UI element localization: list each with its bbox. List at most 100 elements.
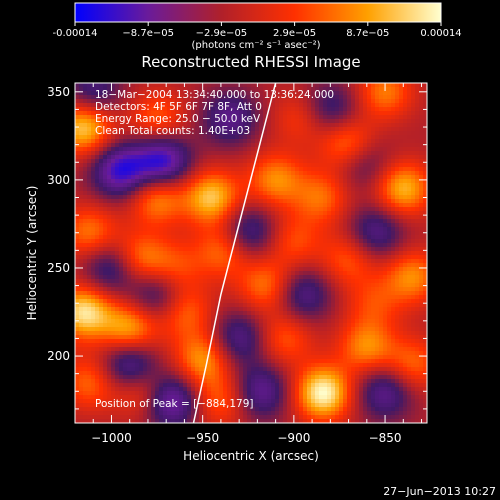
heatmap-cell <box>247 211 252 216</box>
heatmap-cell <box>175 187 180 192</box>
heatmap-cell <box>299 215 304 220</box>
heatmap-cell <box>155 243 160 248</box>
heatmap-cell <box>371 227 376 232</box>
heatmap-cell <box>231 111 236 116</box>
heatmap-cell <box>319 107 324 112</box>
heatmap-cell <box>99 259 104 264</box>
heatmap-cell <box>167 199 172 204</box>
heatmap-cell <box>231 123 236 128</box>
heatmap-cell <box>163 195 168 200</box>
heatmap-cell <box>115 179 120 184</box>
heatmap-cell <box>383 131 388 136</box>
heatmap-cell <box>179 143 184 148</box>
heatmap-cell <box>135 195 140 200</box>
heatmap-cell <box>423 179 427 184</box>
heatmap-cell <box>251 103 256 108</box>
heatmap-cell <box>163 135 168 140</box>
heatmap-cell <box>199 91 204 96</box>
heatmap-cell <box>247 139 252 144</box>
heatmap-cell <box>207 271 212 276</box>
heatmap-cell <box>347 207 352 212</box>
heatmap-cell <box>207 239 212 244</box>
heatmap-cell <box>95 259 100 264</box>
heatmap-cell <box>283 231 288 236</box>
heatmap-cell <box>235 239 240 244</box>
heatmap-cell <box>351 175 356 180</box>
heatmap-cell <box>403 191 408 196</box>
heatmap-cell <box>227 171 232 176</box>
heatmap-cell <box>363 171 368 176</box>
heatmap-cell <box>119 215 124 220</box>
heatmap-cell <box>295 87 300 92</box>
heatmap-cell <box>379 283 384 288</box>
heatmap-cell <box>391 187 396 192</box>
heatmap-cell <box>379 191 384 196</box>
heatmap-cell <box>139 211 144 216</box>
heatmap-cell <box>279 219 284 224</box>
heatmap-cell <box>143 247 148 252</box>
heatmap-cell <box>287 99 292 104</box>
heatmap-cell <box>347 163 352 168</box>
heatmap-cell <box>223 283 228 288</box>
heatmap-cell <box>87 151 92 156</box>
heatmap-cell <box>343 235 348 240</box>
heatmap-cell <box>335 115 340 120</box>
heatmap-cell <box>255 183 260 188</box>
heatmap-cell <box>179 215 184 220</box>
heatmap-cell <box>187 99 192 104</box>
heatmap-cell <box>215 215 220 220</box>
heatmap-cell <box>311 235 316 240</box>
heatmap-cell <box>419 207 424 212</box>
heatmap-cell <box>367 95 372 100</box>
heatmap-cell <box>319 243 324 248</box>
heatmap-cell <box>175 207 180 212</box>
heatmap-cell <box>283 199 288 204</box>
heatmap-cell <box>315 203 320 208</box>
heatmap-cell <box>391 239 396 244</box>
heatmap-cell <box>135 107 140 112</box>
heatmap-cell <box>299 195 304 200</box>
heatmap-cell <box>135 115 140 120</box>
heatmap-cell <box>83 167 88 172</box>
heatmap-cell <box>251 131 256 136</box>
heatmap-cell <box>275 295 280 300</box>
heatmap-cell <box>383 235 388 240</box>
heatmap-cell <box>79 279 84 284</box>
heatmap-cell <box>155 255 160 260</box>
heatmap-cell <box>139 123 144 128</box>
heatmap-cell <box>151 171 156 176</box>
heatmap-cell <box>203 111 208 116</box>
heatmap-cell <box>191 227 196 232</box>
heatmap-cell <box>227 107 232 112</box>
heatmap-cell <box>287 179 292 184</box>
heatmap-cell <box>279 231 284 236</box>
heatmap-cell <box>263 171 268 176</box>
heatmap-cell <box>359 147 364 152</box>
heatmap-cell <box>79 163 84 168</box>
heatmap-cell <box>351 227 356 232</box>
heatmap-cell <box>363 167 368 172</box>
heatmap-cell <box>283 215 288 220</box>
heatmap-cell <box>371 115 376 120</box>
heatmap-cell <box>175 83 180 88</box>
heatmap-cell <box>339 95 344 100</box>
heatmap-cell <box>355 171 360 176</box>
heatmap-cell <box>407 183 412 188</box>
heatmap-cell <box>379 195 384 200</box>
heatmap-cell <box>203 127 208 132</box>
heatmap-cell <box>127 115 132 120</box>
heatmap-cell <box>91 247 96 252</box>
heatmap-cell <box>259 119 264 124</box>
heatmap-cell <box>355 131 360 136</box>
heatmap-cell <box>175 131 180 136</box>
heatmap-cell <box>375 251 380 256</box>
heatmap-cell <box>95 187 100 192</box>
heatmap-cell <box>371 211 376 216</box>
heatmap-cell <box>235 131 240 136</box>
heatmap-cell <box>327 271 332 276</box>
heatmap-cell <box>263 183 268 188</box>
heatmap-cell <box>199 179 204 184</box>
heatmap-cell <box>219 127 224 132</box>
heatmap-cell <box>311 175 316 180</box>
heatmap-cell <box>159 127 164 132</box>
